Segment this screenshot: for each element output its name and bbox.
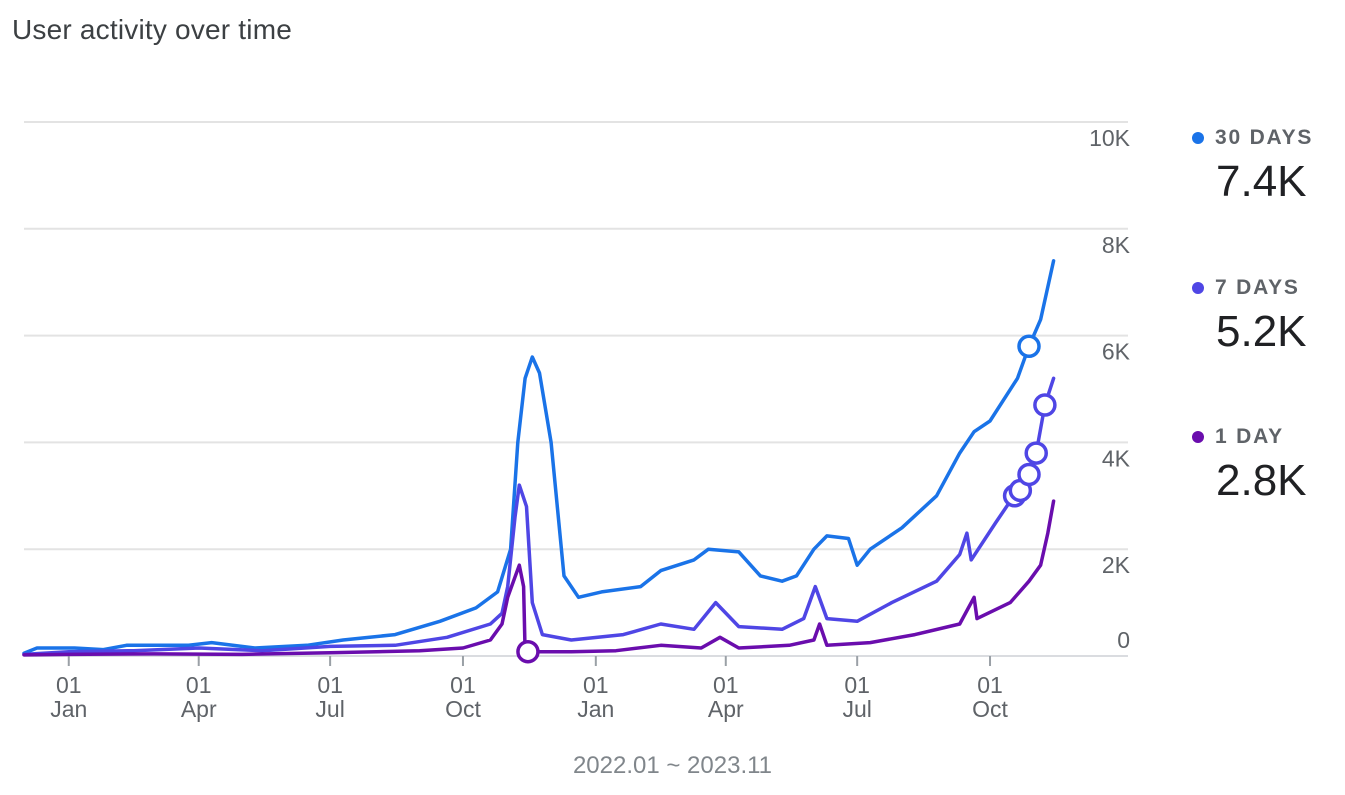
x-tick-label-day: 01 (977, 672, 1003, 698)
legend-value-1-day: 2.8K (1216, 456, 1307, 505)
x-tick-label-day: 01 (450, 672, 476, 698)
x-tick-label-month: Jul (842, 696, 871, 722)
y-tick-label: 4K (1102, 445, 1131, 471)
y-tick-label: 2K (1102, 552, 1131, 578)
x-tick-label-day: 01 (583, 672, 609, 698)
legend-item-1-day[interactable]: 1 DAY 2.8K (1192, 423, 1342, 505)
legend-label-1-day: 1 DAY (1215, 425, 1284, 448)
legend-label-7-days: 7 DAYS (1215, 276, 1300, 299)
chart-plot-area: 02K4K6K8K10K01Jan01Apr01Jul01Oct01Jan01A… (22, 121, 1131, 722)
y-tick-label: 8K (1102, 232, 1131, 258)
x-tick-label-day: 01 (186, 672, 212, 698)
chart-title: User activity over time (12, 14, 292, 45)
x-tick-label-month: Oct (972, 696, 1008, 722)
x-tick-label-day: 01 (844, 672, 870, 698)
x-tick-label-month: Oct (445, 696, 481, 722)
x-tick-label-day: 01 (713, 672, 739, 698)
x-tick-label-day: 01 (317, 672, 343, 698)
marker-point-7-days (1033, 393, 1057, 417)
legend-item-30-days[interactable]: 30 DAYS 7.4K (1192, 124, 1342, 206)
legend-label-30-days: 30 DAYS (1215, 126, 1314, 149)
date-range-label: 2022.01 ~ 2023.11 (572, 752, 773, 779)
series-line-1-day (22, 499, 1056, 657)
y-tick-label: 0 (1117, 627, 1130, 653)
marker-point-1-day (516, 639, 540, 664)
x-tick-label-month: Apr (181, 696, 217, 722)
x-tick-label-month: Jul (315, 696, 344, 722)
legend-item-7-days[interactable]: 7 DAYS 5.2K (1192, 274, 1342, 356)
marker-point-7-days (1024, 441, 1048, 465)
legend-dot-30-days (1192, 132, 1204, 144)
legend-value-7-days: 5.2K (1216, 307, 1307, 356)
marker-point-30-days (1017, 334, 1041, 359)
y-tick-label: 6K (1102, 339, 1131, 365)
x-tick-label-month: Apr (708, 696, 744, 722)
legend-dot-7-days (1192, 282, 1204, 294)
series-line-30-days (22, 259, 1056, 656)
marker-point-7-days (1017, 462, 1041, 487)
x-tick-label-month: Jan (50, 696, 87, 722)
y-tick-label: 10K (1089, 125, 1131, 151)
legend-dot-1-day (1192, 431, 1204, 443)
series-line-7-days (22, 376, 1056, 657)
x-tick-label-day: 01 (56, 672, 82, 698)
x-tick-label-month: Jan (577, 696, 614, 722)
legend-value-30-days: 7.4K (1216, 157, 1307, 206)
